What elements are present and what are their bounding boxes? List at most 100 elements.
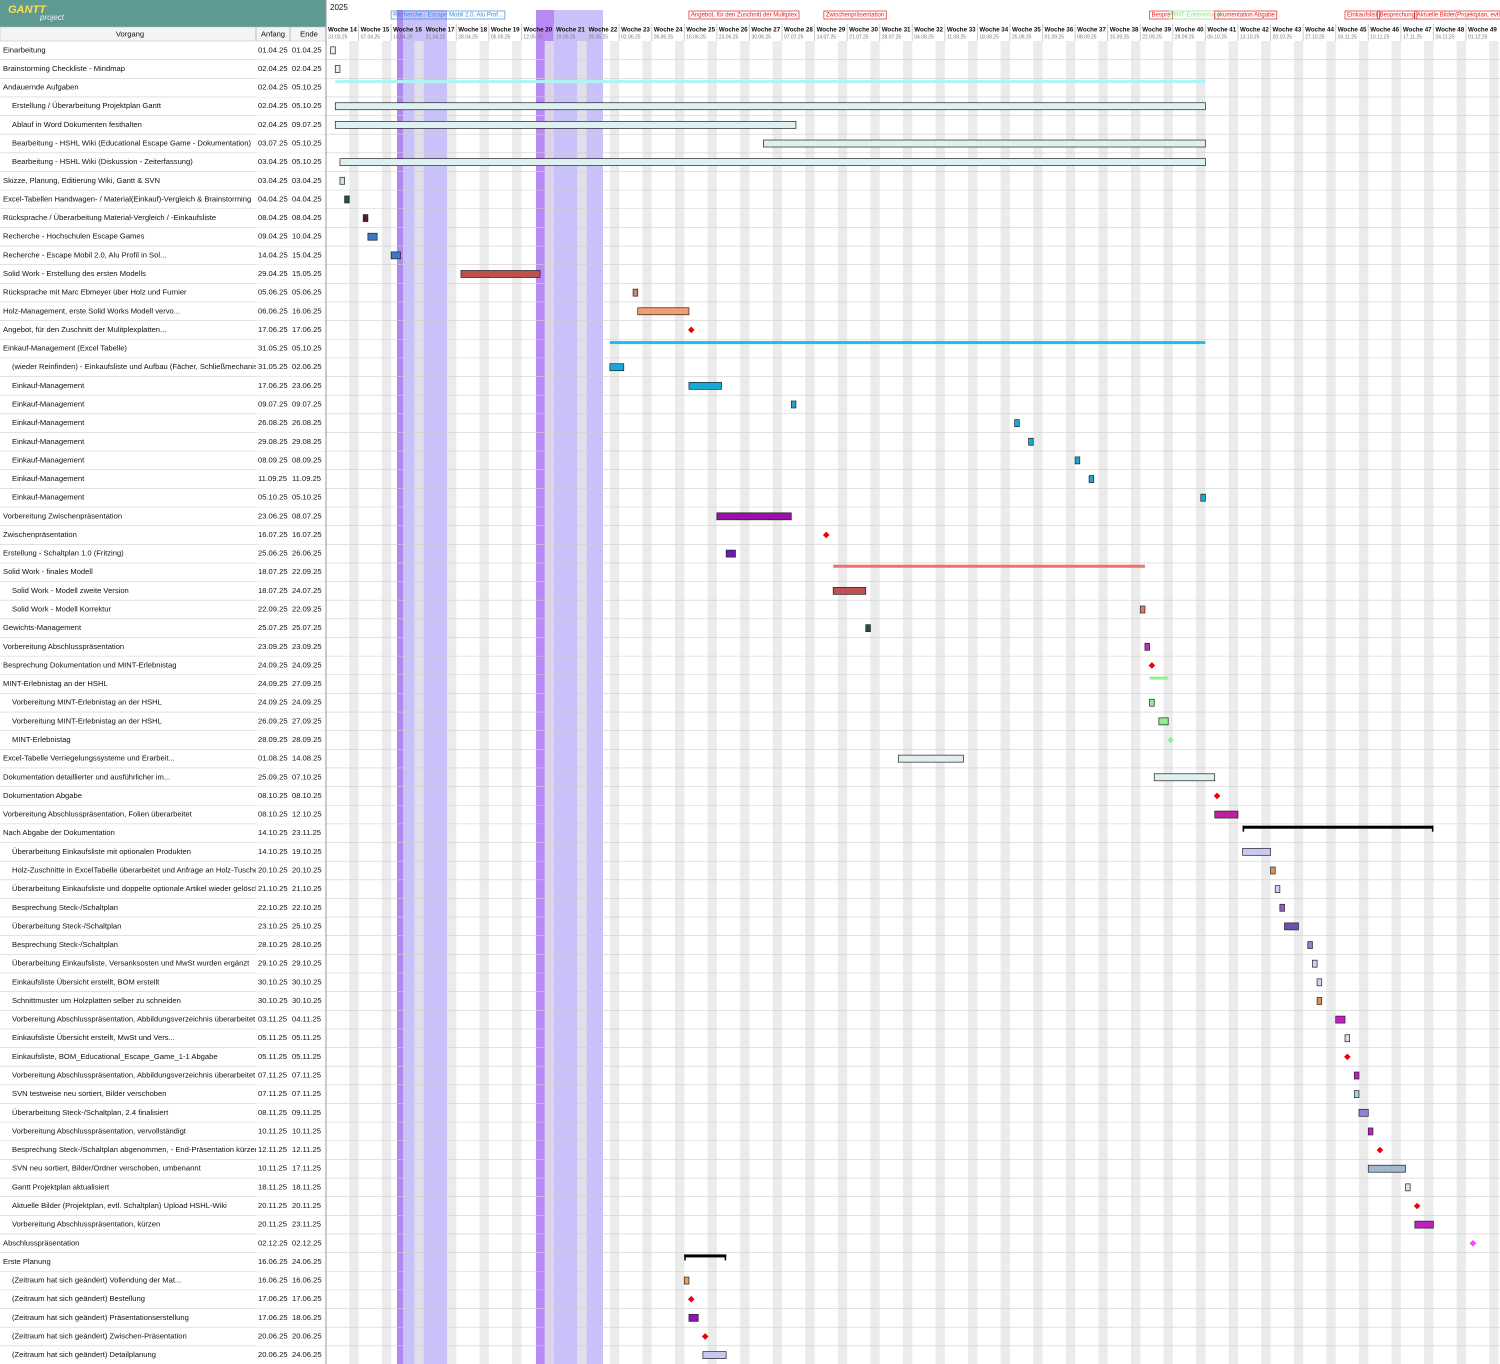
task-end[interactable]: 16.07.25	[292, 530, 322, 539]
task-start[interactable]: 31.05.25	[258, 362, 288, 371]
task-name[interactable]: (Zeitraum hat sich geändert) Bestellung	[12, 1294, 145, 1303]
task-name[interactable]: Einkaufsliste, BOM_Educational_Escape_Ga…	[12, 1052, 218, 1061]
task-start[interactable]: 08.10.25	[258, 810, 288, 819]
task-name[interactable]: Dokumentation detaillierter und ausführl…	[3, 772, 170, 781]
task-name[interactable]: Erstellung - Schaltplan 1.0 (Fritzing)	[3, 549, 124, 558]
task-start[interactable]: 06.06.25	[258, 306, 288, 315]
task-name[interactable]: Vorbereitung Abschlusspräsentation	[3, 642, 124, 651]
task-name[interactable]: (Zeitraum hat sich geändert) Detailplanu…	[12, 1350, 156, 1359]
task-end[interactable]: 05.10.25	[292, 157, 322, 166]
task-start[interactable]: 28.09.25	[258, 735, 288, 744]
task-start[interactable]: 20.10.25	[258, 865, 288, 874]
task-name[interactable]: Aktuelle Bilder (Projektplan, evtl. Scha…	[12, 1201, 227, 1210]
task-start[interactable]: 03.11.25	[258, 1015, 287, 1024]
task-start[interactable]: 03.04.25	[258, 157, 288, 166]
task-end[interactable]: 09.07.25	[292, 120, 322, 129]
task-end[interactable]: 27.09.25	[292, 679, 322, 688]
task-end[interactable]: 25.07.25	[292, 623, 322, 632]
task-end[interactable]: 19.10.25	[292, 847, 322, 856]
task-end[interactable]: 05.11.25	[292, 1052, 321, 1061]
task-start[interactable]: 18.07.25	[258, 586, 288, 595]
task-name[interactable]: Recherche - Hochschulen Escape Games	[3, 232, 145, 241]
task-name[interactable]: Vorbereitung Abschlusspräsentation, Foli…	[3, 810, 193, 819]
task-name[interactable]: Solid Work - Modell zweite Version	[12, 586, 129, 595]
task-start[interactable]: 20.11.25	[258, 1201, 287, 1210]
task-start[interactable]: 02.04.25	[258, 101, 288, 110]
task-start[interactable]: 14.10.25	[258, 847, 288, 856]
task-start[interactable]: 02.04.25	[258, 64, 288, 73]
task-start[interactable]: 24.09.25	[258, 660, 288, 669]
task-name[interactable]: (wieder Reinfinden) - Einkaufsliste und …	[12, 362, 275, 371]
task-end[interactable]: 04.11.25	[292, 1015, 321, 1024]
task-start[interactable]: 28.10.25	[258, 940, 288, 949]
task-start[interactable]: 08.04.25	[258, 213, 288, 222]
task-name[interactable]: Bearbeitung - HSHL Wiki (Diskussion - Ze…	[12, 157, 193, 166]
task-name[interactable]: Holz-Management, erste Solid Works Model…	[3, 306, 180, 315]
task-start[interactable]: 17.06.25	[258, 325, 288, 334]
task-start[interactable]: 20.06.25	[258, 1350, 288, 1359]
task-end[interactable]: 20.10.25	[292, 865, 322, 874]
task-name[interactable]: Vorbereitung Abschlusspräsentation, Abbi…	[12, 1071, 256, 1080]
task-end[interactable]: 08.07.25	[292, 511, 322, 520]
task-name[interactable]: Solid Work - finales Modell	[3, 567, 93, 576]
task-end[interactable]: 26.06.25	[292, 549, 322, 558]
task-name[interactable]: Rücksprache / Überarbeitung Material-Ver…	[3, 213, 216, 222]
task-name[interactable]: Vorbereitung Abschlusspräsentation, Abbi…	[12, 1015, 256, 1024]
task-start[interactable]: 05.11.25	[258, 1052, 287, 1061]
task-name[interactable]: Dokumentation Abgabe	[3, 791, 82, 800]
task-name[interactable]: (Zeitraum hat sich geändert) Zwischen-Pr…	[12, 1331, 187, 1340]
task-start[interactable]: 09.04.25	[258, 232, 288, 241]
task-start[interactable]: 20.06.25	[258, 1331, 288, 1340]
task-start[interactable]: 16.06.25	[258, 1276, 288, 1285]
task-end[interactable]: 24.09.25	[292, 698, 322, 707]
task-start[interactable]: 08.10.25	[258, 791, 288, 800]
task-name[interactable]: Überarbeitung Steck-/Schaltplan, 2.4 fin…	[12, 1108, 169, 1117]
task-start[interactable]: 18.11.25	[258, 1182, 287, 1191]
task-start[interactable]: 17.06.25	[258, 381, 288, 390]
task-start[interactable]: 07.11.25	[258, 1089, 287, 1098]
task-name[interactable]: Erste Planung	[3, 1257, 51, 1266]
task-end[interactable]: 22.09.25	[292, 605, 322, 614]
task-name[interactable]: Einkauf-Management	[12, 418, 85, 427]
task-start[interactable]: 04.04.25	[258, 194, 288, 203]
task-start[interactable]: 05.06.25	[258, 288, 288, 297]
task-start[interactable]: 18.07.25	[258, 567, 288, 576]
task-name[interactable]: Einkaufsliste Übersicht erstellt, BOM er…	[12, 977, 160, 986]
task-start[interactable]: 25.09.25	[258, 772, 288, 781]
task-end[interactable]: 24.07.25	[292, 586, 322, 595]
task-end[interactable]: 24.09.25	[292, 660, 322, 669]
task-name[interactable]: Solid Work - Modell Korrektur	[12, 605, 112, 614]
task-end[interactable]: 28.10.25	[292, 940, 322, 949]
task-name[interactable]: MINT-Erlebnistag	[12, 735, 71, 744]
task-name[interactable]: Nach Abgabe der Dokumentation	[3, 828, 115, 837]
task-end[interactable]: 05.10.25	[292, 344, 322, 353]
task-name[interactable]: Vorbereitung MINT-Erlebnistag an der HSH…	[12, 698, 162, 707]
task-end[interactable]: 30.10.25	[292, 977, 322, 986]
task-start[interactable]: 03.07.25	[258, 139, 288, 148]
task-start[interactable]: 22.10.25	[258, 903, 288, 912]
task-start[interactable]: 05.11.25	[258, 1033, 287, 1042]
task-end[interactable]: 24.06.25	[292, 1350, 322, 1359]
task-end[interactable]: 07.11.25	[292, 1071, 321, 1080]
task-end[interactable]: 05.10.25	[292, 139, 322, 148]
task-name[interactable]: (Zeitraum hat sich geändert) Vollendung …	[12, 1276, 181, 1285]
task-start[interactable]: 01.04.25	[258, 45, 288, 54]
task-end[interactable]: 24.06.25	[292, 1257, 322, 1266]
task-name[interactable]: Überarbeitung Einkaufsliste, Versanksost…	[12, 959, 250, 968]
task-start[interactable]: 22.09.25	[258, 605, 288, 614]
task-start[interactable]: 09.07.25	[258, 399, 288, 408]
task-end[interactable]: 03.04.25	[292, 176, 322, 185]
column-title[interactable]: Anfang	[261, 30, 285, 39]
task-start[interactable]: 10.11.25	[258, 1164, 287, 1173]
task-name[interactable]: Rücksprache mit Marc Ebmeyer über Holz u…	[3, 288, 187, 297]
task-end[interactable]: 21.10.25	[292, 884, 322, 893]
task-start[interactable]: 08.09.25	[258, 455, 288, 464]
task-start[interactable]: 31.05.25	[258, 344, 288, 353]
task-end[interactable]: 26.08.25	[292, 418, 322, 427]
task-end[interactable]: 12.11.25	[292, 1145, 321, 1154]
task-start[interactable]: 03.04.25	[258, 176, 288, 185]
task-end[interactable]: 15.05.25	[292, 269, 322, 278]
task-end[interactable]: 17.06.25	[292, 1294, 322, 1303]
task-start[interactable]: 23.06.25	[258, 511, 288, 520]
task-name[interactable]: Zwischenpräsentation	[3, 530, 77, 539]
